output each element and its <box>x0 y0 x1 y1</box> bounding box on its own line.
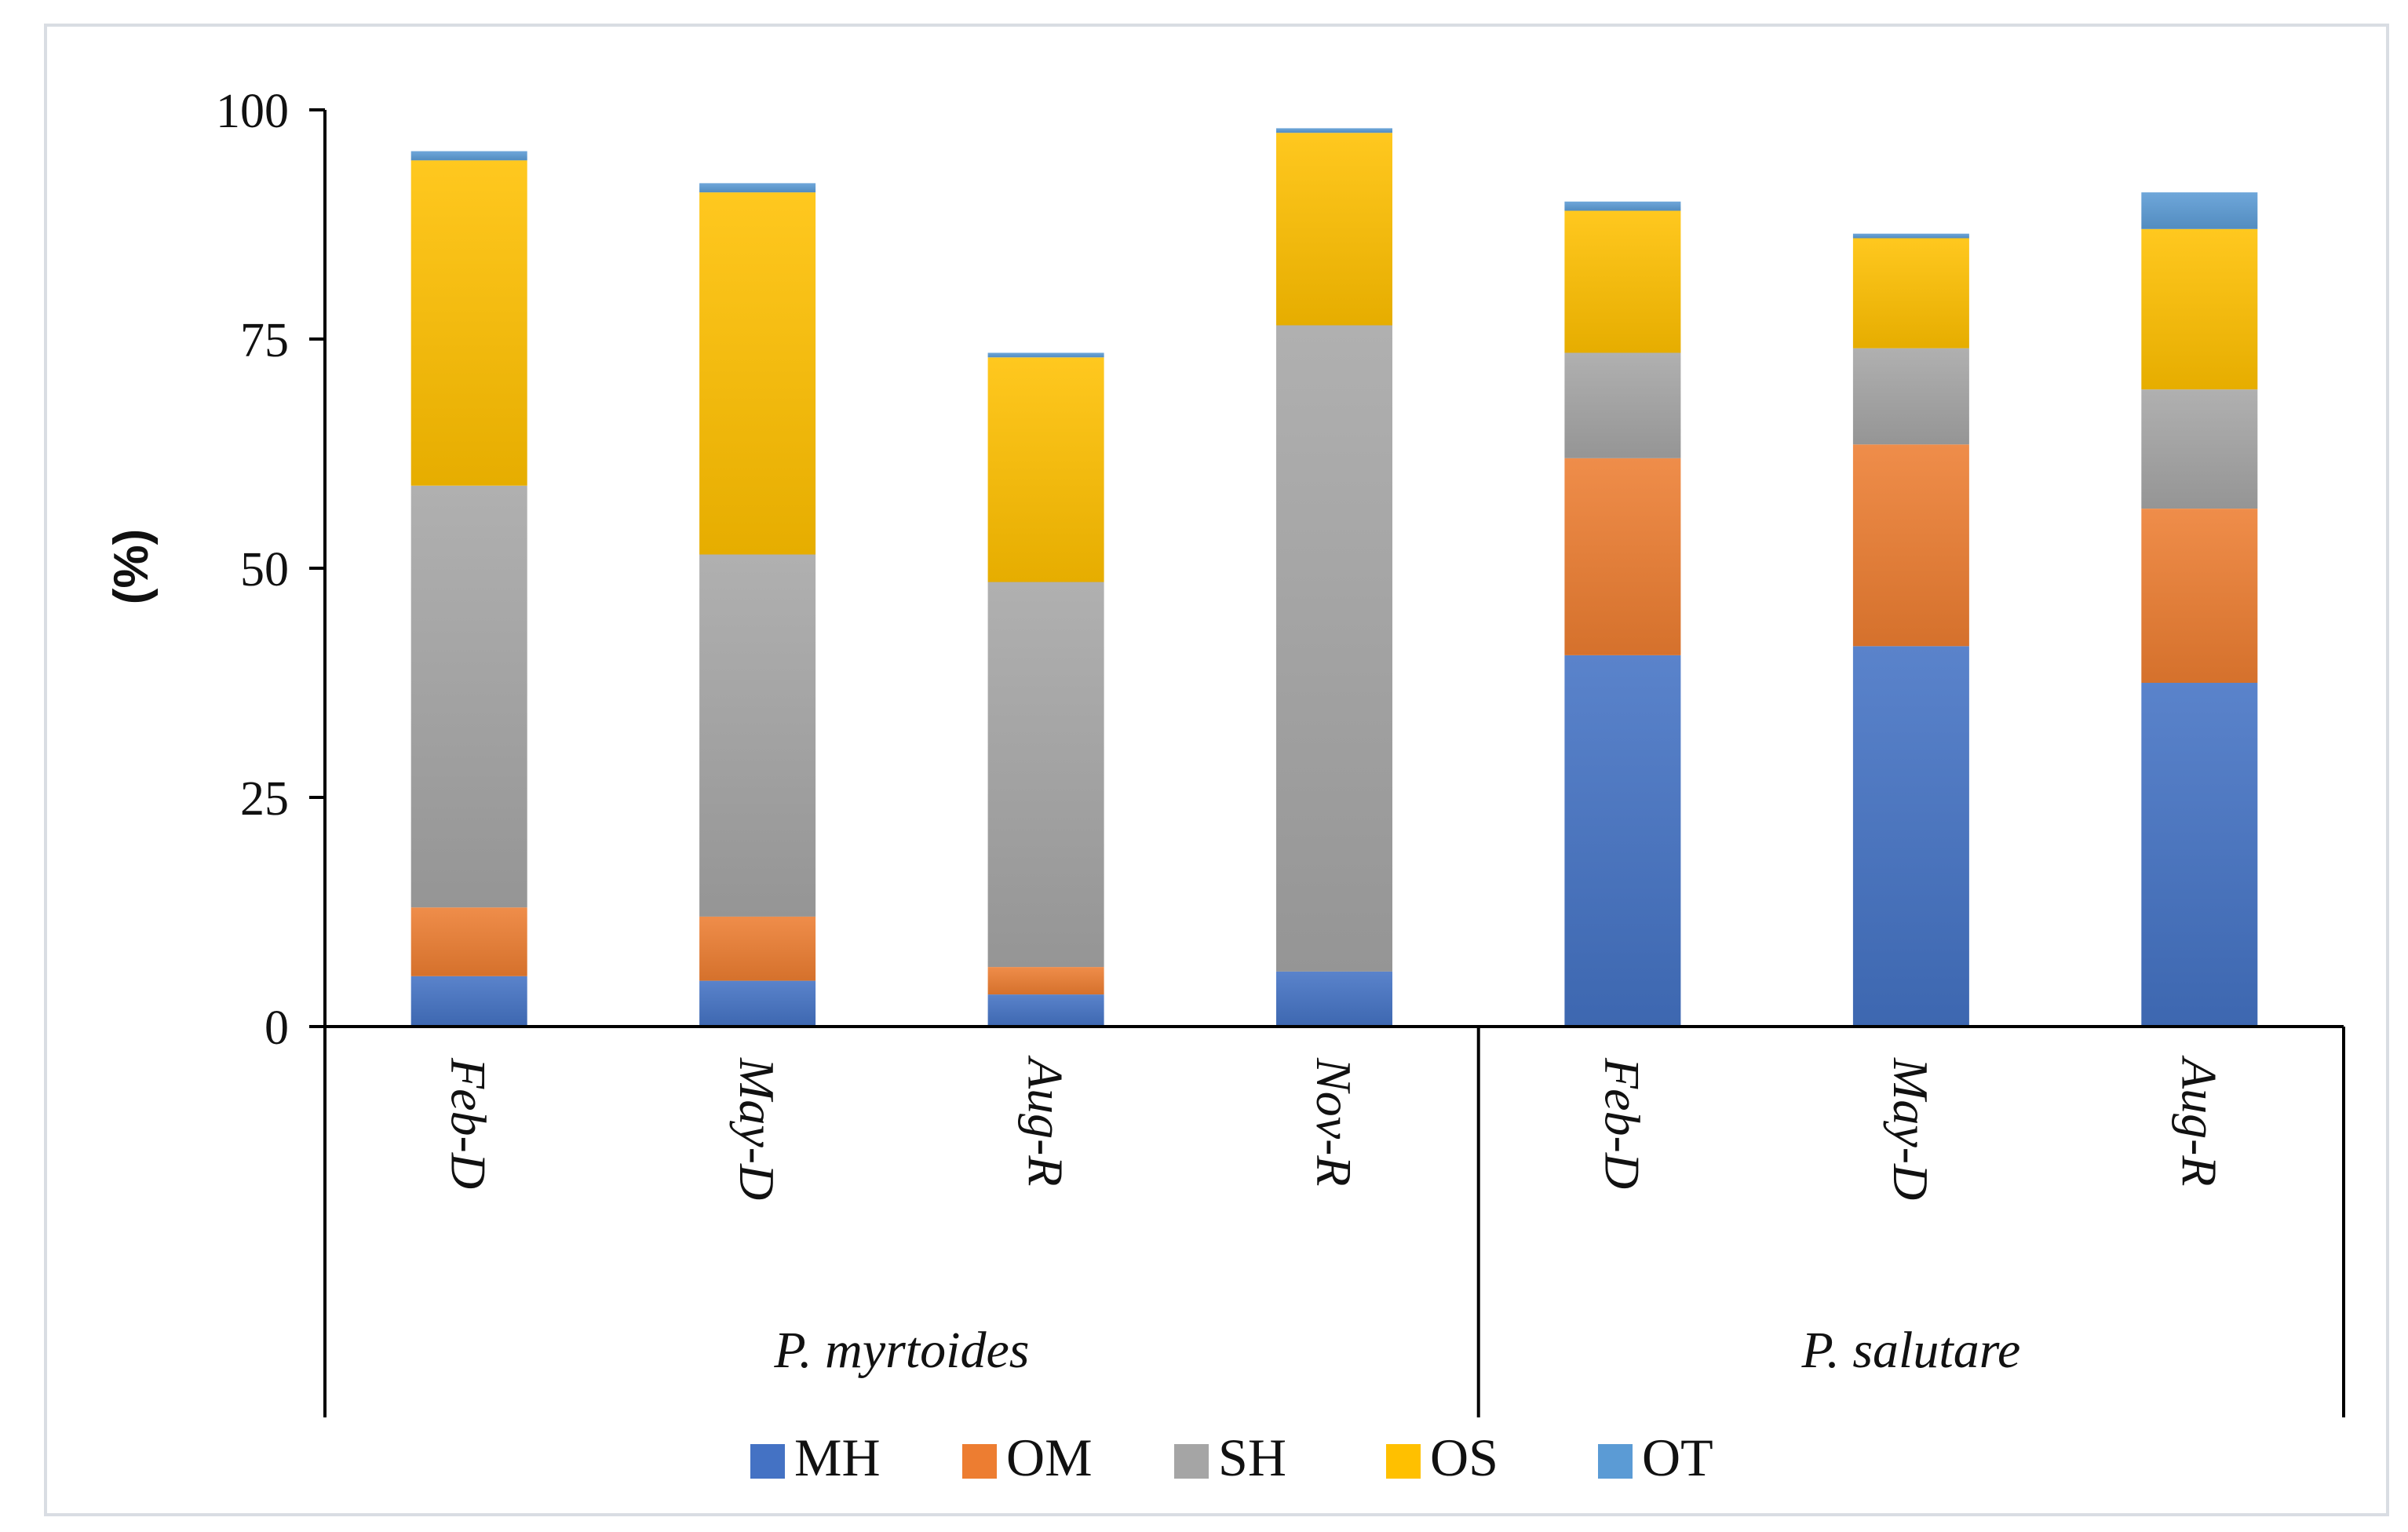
y-tick-label: 75 <box>240 314 289 367</box>
bar-om-6 <box>2141 509 2258 683</box>
bar-sh-1 <box>699 554 816 917</box>
bar-mh-3 <box>1276 971 1392 1027</box>
bar-os-2 <box>987 357 1104 582</box>
y-tick-label: 0 <box>265 1001 289 1055</box>
axes <box>309 108 2345 1417</box>
bar-mh-4 <box>1564 655 1681 1027</box>
bar-sh-3 <box>1276 325 1392 972</box>
bar-os-1 <box>699 192 816 555</box>
bar-os-3 <box>1276 133 1392 326</box>
legend: MH OM SH OS OT <box>750 1428 1713 1487</box>
x-category-label: Aug-R <box>2171 1055 2227 1187</box>
bar-ot-0 <box>410 151 527 161</box>
x-category-label: Feb-D <box>441 1057 497 1189</box>
bar-om-4 <box>1564 458 1681 655</box>
bar-sh-6 <box>2141 389 2258 509</box>
x-group-label: P. salutare <box>1801 1322 2021 1379</box>
bar-ot-5 <box>1852 233 1969 239</box>
axis-labels: 0 25 50 75 100 Feb-D May-D Aug-R Nov-R Feb-D May-D… <box>216 85 2227 1379</box>
legend-label-os: OS <box>1430 1428 1498 1487</box>
bar-os-5 <box>1852 238 1969 348</box>
bar-os-6 <box>2141 228 2258 390</box>
bar-mh-6 <box>2141 683 2258 1027</box>
x-category-label: May-D <box>1883 1057 1939 1200</box>
legend-label-om: OM <box>1006 1428 1093 1487</box>
x-category-label: Aug-R <box>1018 1055 1074 1187</box>
bar-sh-4 <box>1564 352 1681 458</box>
bars <box>410 128 2258 1027</box>
x-category-label: May-D <box>729 1057 785 1200</box>
bar-mh-2 <box>987 994 1104 1027</box>
legend-swatch-os <box>1386 1444 1421 1479</box>
legend-swatch-mh <box>750 1444 785 1479</box>
bar-mh-0 <box>410 976 527 1027</box>
chart-frame <box>44 24 2389 1516</box>
legend-swatch-ot <box>1598 1444 1633 1479</box>
legend-swatch-sh <box>1174 1444 1209 1479</box>
bar-mh-1 <box>699 980 816 1027</box>
y-tick-label: 25 <box>240 772 289 826</box>
bar-om-0 <box>410 907 527 976</box>
bar-sh-5 <box>1852 348 1969 445</box>
bar-om-2 <box>987 967 1104 995</box>
bar-om-5 <box>1852 444 1969 647</box>
bar-ot-2 <box>987 352 1104 358</box>
legend-swatch-om <box>962 1444 997 1479</box>
x-category-label: Feb-D <box>1594 1057 1650 1189</box>
bar-ot-4 <box>1564 201 1681 211</box>
legend-label-ot: OT <box>1642 1428 1713 1487</box>
y-tick-label: 100 <box>216 85 289 138</box>
bar-ot-3 <box>1276 128 1392 133</box>
x-category-label: Nov-R <box>1306 1057 1362 1187</box>
bar-os-0 <box>410 160 527 486</box>
bar-om-1 <box>699 916 816 981</box>
bar-mh-5 <box>1852 646 1969 1027</box>
bar-os-4 <box>1564 210 1681 353</box>
bar-sh-0 <box>410 485 527 908</box>
legend-label-mh: MH <box>794 1428 881 1487</box>
bar-ot-1 <box>699 183 816 193</box>
y-tick-label: 50 <box>240 543 289 596</box>
bar-sh-2 <box>987 582 1104 968</box>
bar-ot-6 <box>2141 192 2258 229</box>
x-group-label: P. myrtoides <box>773 1322 1029 1379</box>
legend-label-sh: SH <box>1218 1428 1286 1487</box>
y-axis-title: (%) <box>104 529 159 604</box>
